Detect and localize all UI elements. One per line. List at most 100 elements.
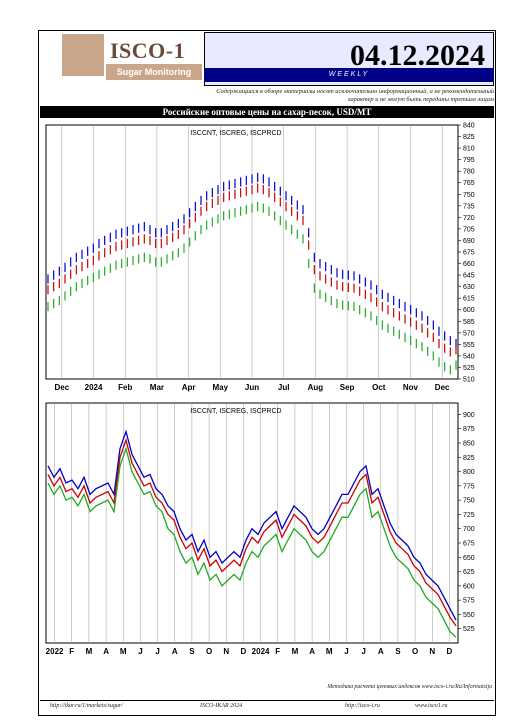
y-tick-label: 525 <box>463 626 475 633</box>
x-tick-label: J <box>155 647 159 656</box>
series-line-iscprcd <box>47 446 457 638</box>
section-title: Российские оптовые цены на сахар-песок, … <box>40 106 494 118</box>
x-tick-label: O <box>412 647 418 656</box>
x-tick-label: S <box>395 647 401 656</box>
report-date: 04.12.2024 <box>350 39 485 72</box>
x-tick-label: 2024 <box>252 647 270 656</box>
x-tick-label: Sep <box>340 383 355 392</box>
x-tick-label: J <box>361 647 365 656</box>
logo: ISCO-1 Sugar Monitoring <box>62 34 202 86</box>
x-tick-label: A <box>378 647 384 656</box>
x-tick-label: A <box>103 647 109 656</box>
x-tick-label: M <box>86 647 93 656</box>
x-tick-label: F <box>275 647 280 656</box>
logo-subtitle: Sugar Monitoring <box>106 64 202 80</box>
x-tick-label: Nov <box>403 383 419 392</box>
x-tick-label: S <box>189 647 195 656</box>
y-tick-label: 875 <box>463 426 475 433</box>
x-tick-label: D <box>447 647 453 656</box>
y-tick-label: 675 <box>463 250 475 257</box>
chart-bottom: 2022 F M A M J J A S O N D 2024 F M A M J J A S O N D 525 550 575 6… <box>45 402 475 656</box>
x-tick-label: M <box>120 647 127 656</box>
chart-top: Dec 2024 Feb Mar Apr May Jun Jul Aug Sep Oct Nov Dec… <box>45 123 475 392</box>
y-tick-label: 615 <box>463 296 475 303</box>
x-tick-label: May <box>213 383 229 392</box>
series-line-isccnt <box>47 429 457 621</box>
y-tick-label: 660 <box>463 261 475 268</box>
y-tick-label: 825 <box>463 134 475 141</box>
footer-link-isco-i[interactable]: http://isco-i.ru <box>345 703 380 709</box>
y-tick-label: 645 <box>463 273 475 280</box>
x-tick-label: F <box>69 647 74 656</box>
x-tick-label: A <box>172 647 178 656</box>
y-tick-label: 775 <box>463 483 475 490</box>
y-tick-label: 800 <box>463 469 475 476</box>
y-tick-label: 550 <box>463 612 475 619</box>
footer: http://ikar.ru/1/markets/sugar/ ISCO-IKA… <box>40 700 494 714</box>
y-tick-label: 540 <box>463 353 475 360</box>
y-tick-label: 780 <box>463 169 475 176</box>
y-tick-label: 735 <box>463 203 475 210</box>
y-tick-label: 725 <box>463 512 475 519</box>
x-tick-label: Oct <box>372 383 386 392</box>
y-tick-label: 825 <box>463 455 475 462</box>
y-tick-label: 720 <box>463 215 475 222</box>
y-tick-label: 510 <box>463 377 475 384</box>
y-tick-label: 900 <box>463 412 475 419</box>
y-tick-label: 705 <box>463 226 475 233</box>
y-tick-label: 840 <box>463 123 475 130</box>
y-tick-label: 555 <box>463 342 475 349</box>
x-tick-label: D <box>241 647 247 656</box>
x-tick-label: M <box>326 647 333 656</box>
footer-link-isco1[interactable]: www.isco1.ru <box>415 703 448 709</box>
x-tick-label: A <box>309 647 315 656</box>
y-tick-label: 600 <box>463 307 475 314</box>
x-tick-label: Aug <box>308 383 324 392</box>
page-frame <box>38 30 496 716</box>
x-tick-label: Dec <box>435 383 450 392</box>
y-tick-label: 750 <box>463 192 475 199</box>
x-tick-label: Apr <box>182 383 196 392</box>
y-tick-label: 675 <box>463 541 475 548</box>
x-tick-label: Mar <box>150 383 164 392</box>
disclaimer: Содержащиеся в обзоре материалы носят ис… <box>216 88 494 103</box>
x-tick-label: O <box>206 647 212 656</box>
chart-title: ISCCNT, ISCREG, ISCPRCD <box>190 408 281 415</box>
y-tick-label: 765 <box>463 180 475 187</box>
x-tick-label: J <box>344 647 348 656</box>
y-tick-label: 585 <box>463 319 475 326</box>
y-tick-label: 750 <box>463 498 475 505</box>
y-tick-label: 575 <box>463 598 475 605</box>
footer-link-ikar[interactable]: http://ikar.ru/1/markets/sugar/ <box>50 703 123 709</box>
logo-mark-icon <box>62 34 104 76</box>
y-tick-label: 650 <box>463 555 475 562</box>
y-tick-label: 690 <box>463 238 475 245</box>
y-tick-label: 570 <box>463 330 475 337</box>
y-tick-label: 630 <box>463 284 475 291</box>
plot-area <box>45 402 459 644</box>
x-tick-label: 2024 <box>85 383 103 392</box>
method-note[interactable]: Методика расчета ценовых индексов www.is… <box>327 684 492 690</box>
x-tick-label: Jul <box>278 383 290 392</box>
y-tick-label: 850 <box>463 441 475 448</box>
frequency-label: WEEKLY <box>204 68 494 82</box>
x-tick-label: M <box>292 647 299 656</box>
x-tick-label: Feb <box>118 383 132 392</box>
y-tick-label: 795 <box>463 157 475 164</box>
x-tick-label: 2022 <box>46 647 64 656</box>
x-tick-label: N <box>223 647 229 656</box>
series-line-iscreg <box>47 437 457 627</box>
y-tick-label: 625 <box>463 569 475 576</box>
x-tick-label: J <box>138 647 142 656</box>
x-tick-label: N <box>429 647 435 656</box>
chart-title: ISCCNT, ISCREG, ISCPRCD <box>190 130 281 137</box>
x-tick-label: Dec <box>55 383 70 392</box>
y-tick-label: 525 <box>463 365 475 372</box>
logo-text: ISCO-1 <box>110 38 186 63</box>
footer-divider <box>40 700 494 701</box>
x-tick-label: Jun <box>245 383 259 392</box>
y-tick-label: 810 <box>463 146 475 153</box>
footer-copyright: ISCO-IKAR 2024 <box>200 703 243 709</box>
y-tick-label: 700 <box>463 526 475 533</box>
y-tick-label: 600 <box>463 583 475 590</box>
